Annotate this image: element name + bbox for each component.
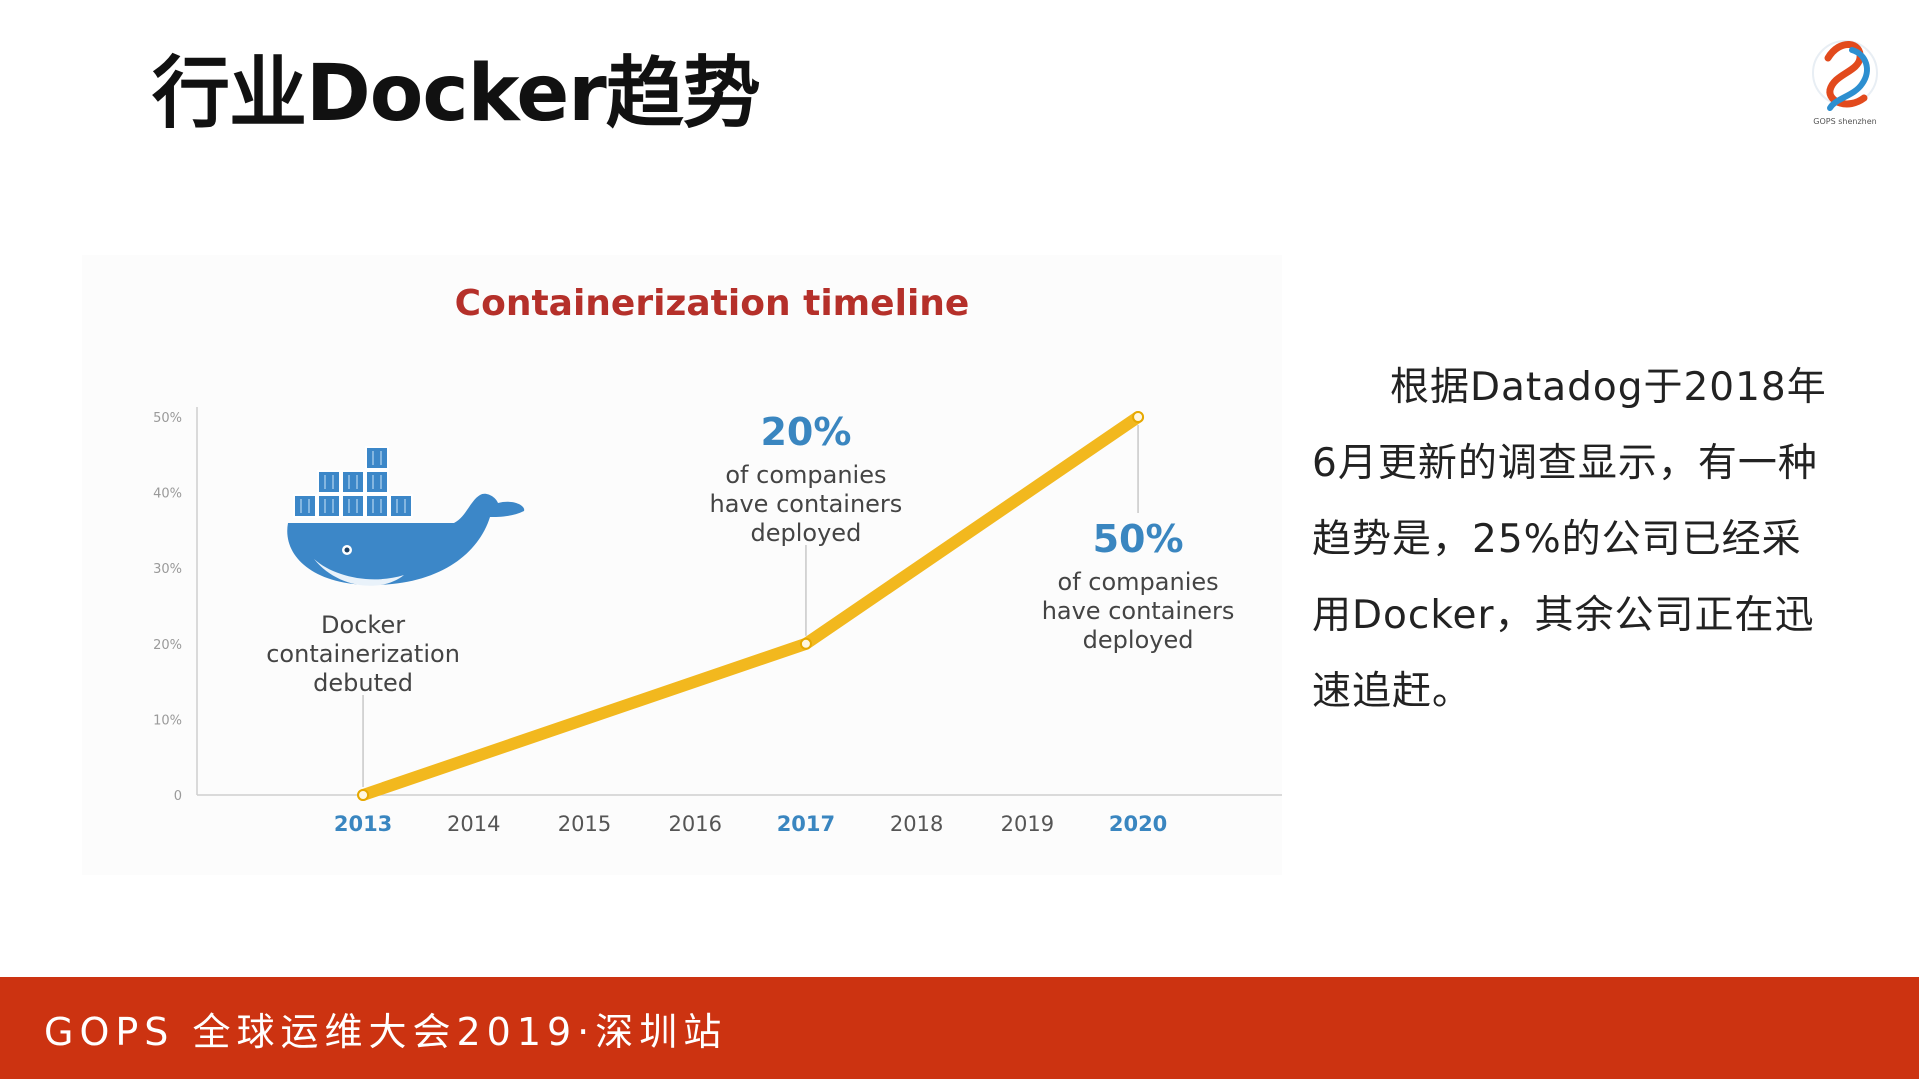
chart-panel: Containerization timeline 0 10% 20% 30% 40% 50… — [82, 255, 1282, 875]
annotation-text: deployed — [1083, 626, 1194, 654]
annotation-text: have containers — [710, 490, 903, 518]
body-paragraph: 根据Datadog于2018年6月更新的调查显示，有一种趋势是，25%的公司已经… — [1312, 365, 1827, 714]
annotation-value: 20% — [760, 410, 851, 454]
annotation-text: containerization — [266, 640, 460, 668]
x-tick-label: 2018 — [890, 812, 943, 836]
annotation-value: 50% — [1093, 517, 1184, 561]
y-tick-label: 20% — [153, 638, 182, 653]
x-tick-label: 2014 — [447, 812, 500, 836]
data-point — [799, 637, 812, 650]
footer-bar: GOPS 全球运维大会2019·深圳站 — [0, 977, 1919, 1079]
containerization-chart: Containerization timeline 0 10% 20% 30% 40% 50… — [153, 283, 1282, 836]
logo-text: GOPS shenzhen — [1813, 117, 1876, 126]
annotation-text: of companies — [725, 461, 886, 489]
annotation-text: deployed — [751, 519, 862, 547]
data-point — [1132, 411, 1145, 423]
gops-logo-icon: GOPS shenzhen — [1812, 40, 1878, 126]
x-tick-label: 2013 — [334, 812, 392, 836]
slide-title: 行业Docker趋势 — [152, 49, 761, 139]
footer-text: GOPS 全球运维大会2019·深圳站 — [44, 1010, 728, 1054]
y-tick-label: 0 — [174, 789, 182, 804]
x-tick-label: 2020 — [1109, 812, 1167, 836]
gops-logo: GOPS shenzhen — [1800, 28, 1890, 148]
y-tick-label: 10% — [153, 713, 182, 728]
y-tick-label: 50% — [153, 411, 182, 426]
y-tick-label: 30% — [153, 562, 182, 577]
annotation-text: have containers — [1042, 597, 1235, 625]
x-tick-label: 2019 — [1001, 812, 1054, 836]
data-point — [357, 789, 370, 801]
x-tick-label: 2015 — [558, 812, 611, 836]
annotation-text: debuted — [313, 669, 413, 697]
annotation-text: of companies — [1058, 568, 1219, 596]
y-tick-label: 40% — [153, 487, 182, 502]
x-tick-label: 2016 — [668, 812, 721, 836]
chart-title: Containerization timeline — [455, 283, 970, 324]
annotation-text: Docker — [321, 611, 405, 639]
x-tick-label: 2017 — [777, 812, 835, 836]
docker-whale-icon — [287, 446, 525, 586]
